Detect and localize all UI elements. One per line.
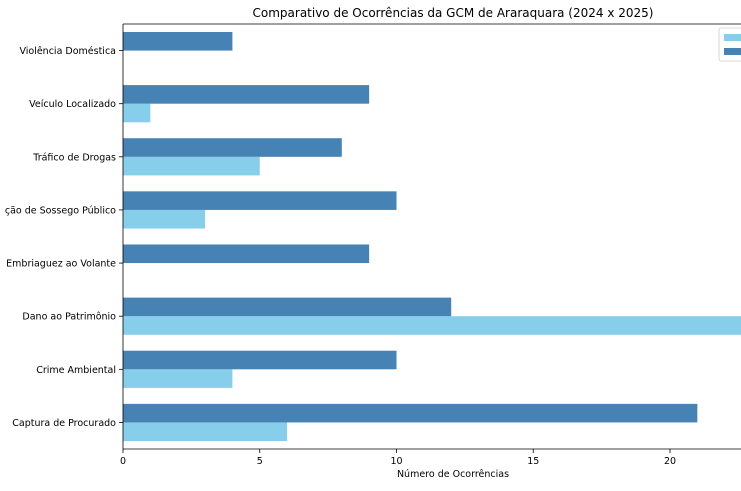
bar-series1-1	[123, 369, 233, 388]
bar-series2-2	[123, 297, 452, 317]
legend-swatch-1	[724, 34, 741, 41]
bar-series1-6	[123, 103, 151, 123]
y-tick-label-0: Captura de Procurado	[12, 418, 116, 429]
legend-box	[718, 27, 741, 62]
bar-series2-1	[123, 350, 397, 370]
bar-series2-7	[123, 31, 233, 51]
y-tick-label-6: Veículo Localizado	[29, 99, 116, 110]
y-tick-label-2: Dano ao Patrimônio	[22, 312, 116, 323]
bar-series1-4	[123, 209, 206, 229]
axes-layer: 0 5 10 15 20 Captura de Procurado Crime Ambien…	[5, 23, 741, 467]
chart-title: Comparativo de Ocorrências da GCM de Ara…	[253, 6, 654, 20]
bar-series2-0	[123, 403, 698, 423]
x-tick-label-2: 10	[390, 456, 402, 467]
bars-layer	[123, 31, 741, 442]
x-tick-label-3: 15	[527, 456, 539, 467]
x-axis-label: Número de Ocorrências	[397, 469, 509, 480]
bar-series2-3	[123, 244, 370, 264]
y-tick-label-4: ção de Sossego Público	[5, 205, 116, 216]
bar-series1-2	[123, 316, 741, 335]
legend	[718, 27, 741, 62]
legend-swatch-2	[724, 48, 741, 55]
y-tick-label-3: Embriaguez ao Volante	[6, 259, 116, 270]
y-tick-label-5: Tráfico de Drogas	[32, 152, 116, 163]
bar-series2-5	[123, 138, 342, 157]
bar-series1-0	[123, 422, 288, 442]
bar-series2-4	[123, 191, 397, 210]
y-tick-label-7: Violência Doméstica	[19, 46, 116, 57]
x-tick-label-1: 5	[257, 456, 263, 467]
x-tick-label-4: 20	[664, 456, 676, 467]
x-tick-label-0: 0	[120, 456, 126, 467]
bar-series2-6	[123, 85, 370, 104]
bar-series1-5	[123, 156, 260, 176]
y-tick-label-1: Crime Ambiental	[36, 365, 116, 376]
